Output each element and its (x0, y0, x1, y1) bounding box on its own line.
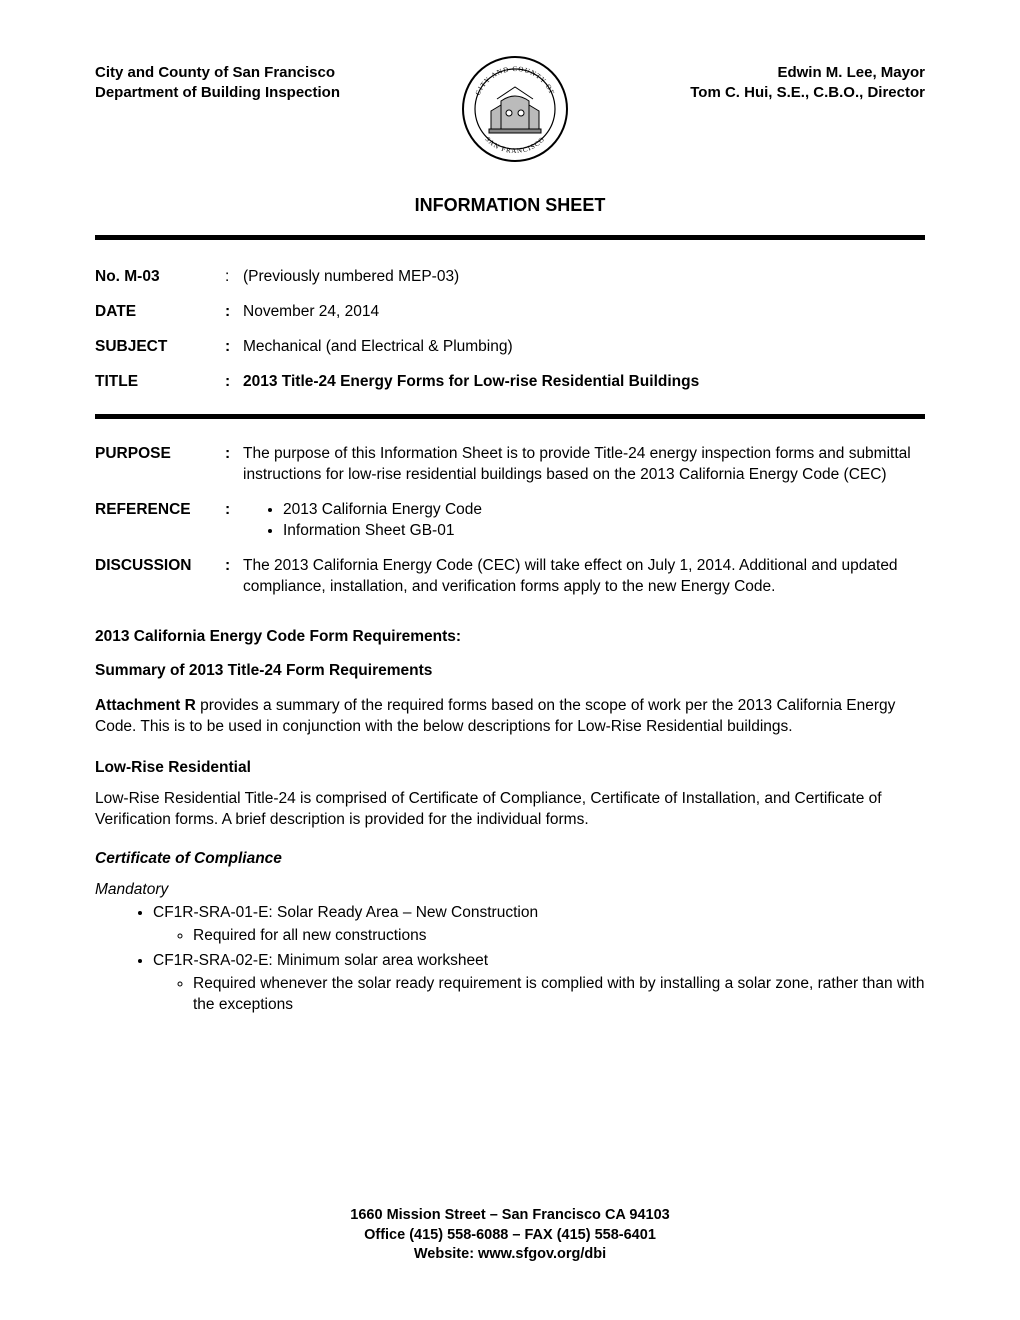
colon: : (225, 437, 243, 493)
no-value: (Previously numbered MEP-03) (243, 260, 925, 295)
section-subheading: Summary of 2013 Title-24 Form Requiremen… (95, 661, 925, 682)
colon: : (225, 493, 243, 549)
discussion-value: The 2013 California Energy Code (CEC) wi… (243, 549, 925, 605)
footer-phone: Office (415) 558-6088 – FAX (415) 558-64… (0, 1226, 1020, 1246)
subject-label: SUBJECT (95, 330, 225, 365)
document-title: INFORMATION SHEET (95, 193, 925, 217)
city-seal-icon: CITY AND COUNTY OF SAN FRANCISCO (461, 55, 569, 163)
org-line2: Department of Building Inspection (95, 83, 340, 103)
reference-item: Information Sheet GB-01 (283, 521, 925, 542)
paragraph: Low-Rise Residential Title-24 is compris… (95, 789, 925, 831)
colon: : (225, 295, 243, 330)
title-value: 2013 Title-24 Energy Forms for Low-rise … (243, 365, 925, 400)
list-subitem: Required whenever the solar ready requir… (193, 974, 925, 1016)
date-value: November 24, 2014 (243, 295, 925, 330)
footer-address: 1660 Mission Street – San Francisco CA 9… (0, 1206, 1020, 1226)
footer-website: Website: www.sfgov.org/dbi (0, 1245, 1020, 1265)
reference-item: 2013 California Energy Code (283, 500, 925, 521)
discussion-label: DISCUSSION (95, 549, 225, 605)
list-item-text: CF1R-SRA-01-E: Solar Ready Area – New Co… (153, 904, 538, 921)
no-label: No. M-03 (95, 260, 225, 295)
mandatory-label: Mandatory (95, 880, 925, 901)
colon: : (225, 365, 243, 400)
attachment-r-label: Attachment R (95, 697, 196, 714)
purpose-value: The purpose of this Information Sheet is… (243, 437, 925, 493)
letterhead-right: Edwin M. Lee, Mayor Tom C. Hui, S.E., C.… (690, 55, 925, 104)
org-line1: City and County of San Francisco (95, 63, 340, 83)
section-heading: 2013 California Energy Code Form Require… (95, 627, 925, 648)
meta-block-1: No. M-03 : (Previously numbered MEP-03) … (95, 260, 925, 400)
meta-block-2: PURPOSE : The purpose of this Informatio… (95, 437, 925, 605)
director-line: Tom C. Hui, S.E., C.B.O., Director (690, 83, 925, 103)
date-label: DATE (95, 295, 225, 330)
paragraph-text: provides a summary of the required forms… (95, 697, 895, 735)
purpose-label: PURPOSE (95, 437, 225, 493)
colon: : (225, 260, 243, 295)
section-subheading: Low-Rise Residential (95, 758, 925, 779)
list-item: CF1R-SRA-01-E: Solar Ready Area – New Co… (153, 903, 925, 947)
title-label: TITLE (95, 365, 225, 400)
colon: : (225, 330, 243, 365)
list-subitem: Required for all new constructions (193, 926, 925, 947)
paragraph: Attachment R provides a summary of the r… (95, 696, 925, 738)
page-footer: 1660 Mission Street – San Francisco CA 9… (0, 1206, 1020, 1265)
section-subheading-italic: Certificate of Compliance (95, 849, 925, 870)
mayor-line: Edwin M. Lee, Mayor (690, 63, 925, 83)
list-item: CF1R-SRA-02-E: Minimum solar area worksh… (153, 951, 925, 1016)
colon: : (225, 549, 243, 605)
subject-value: Mechanical (and Electrical & Plumbing) (243, 330, 925, 365)
divider-mid (95, 414, 925, 419)
letterhead-left: City and County of San Francisco Departm… (95, 55, 340, 104)
mandatory-list: CF1R-SRA-01-E: Solar Ready Area – New Co… (95, 903, 925, 1016)
letterhead: City and County of San Francisco Departm… (95, 55, 925, 163)
reference-label: REFERENCE (95, 493, 225, 549)
list-item-text: CF1R-SRA-02-E: Minimum solar area worksh… (153, 952, 488, 969)
page: City and County of San Francisco Departm… (0, 0, 1020, 1320)
divider-top (95, 235, 925, 240)
reference-value: 2013 California Energy Code Information … (243, 493, 925, 549)
